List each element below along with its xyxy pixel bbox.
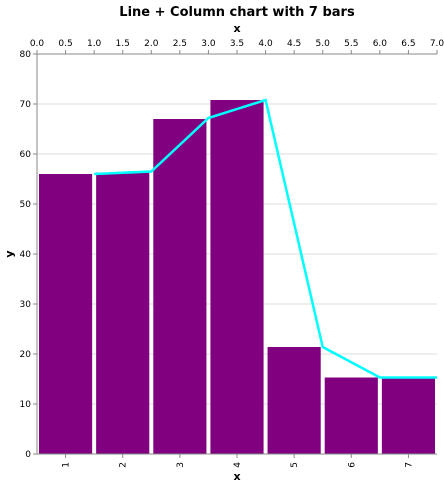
bars [39,100,435,454]
bottom-tick-label: 3 [176,462,186,468]
top-tick-label: 6.5 [401,39,415,49]
y-tick-label: 40 [20,250,32,260]
bar-5 [267,347,321,454]
top-tick-label: 3.0 [201,39,216,49]
bottom-tick-label: 2 [119,462,129,468]
bar-4 [210,100,264,454]
top-tick-label: 2.5 [173,39,187,49]
line-layer [94,98,437,379]
bottom-tick-label: 6 [347,462,357,468]
y-tick-label: 70 [20,100,32,110]
bar-1 [39,174,93,454]
line-x-axis-title: x [233,22,240,35]
top-tick-label: 2.0 [144,39,159,49]
bar-x-axis-title: x [233,470,240,483]
bottom-tick-label: 5 [290,462,300,468]
bar-6 [324,377,378,454]
y-tick-label: 60 [20,150,32,160]
top-tick-label: 4.5 [287,39,301,49]
y-axis-title: y [3,250,16,257]
bottom-tick-label: 7 [404,462,414,468]
top-tick-label: 4.0 [258,39,273,49]
top-tick-label: 0.0 [30,39,45,49]
top-tick-label: 7.0 [430,39,444,49]
y-tick-label: 80 [20,50,32,60]
bar-2 [96,172,150,454]
y-tick-label: 0 [25,450,31,460]
top-tick-label: 1.5 [116,39,130,49]
top-tick-label: 3.5 [230,39,244,49]
ticks: 0 10 20 30 40 50 60 70 80 1 2 3 4 5 6 7 0.0 0.5 1.0 1.5 2.0 2… [20,39,444,468]
bottom-tick-label: 1 [62,462,72,468]
chart-title: Line + Column chart with 7 bars [119,5,355,20]
top-tick-label: 6.0 [373,39,388,49]
y-tick-label: 30 [20,300,32,310]
top-tick-label: 5.5 [344,39,358,49]
line-series [94,98,437,379]
bottom-tick-label: 4 [233,462,243,468]
top-tick-label: 1.0 [87,39,102,49]
y-tick-label: 50 [20,200,32,210]
bar-3 [153,119,207,454]
top-tick-label: 5.0 [316,39,331,49]
y-tick-label: 20 [20,350,32,360]
y-tick-label: 10 [20,400,32,410]
bar-7 [381,377,435,454]
top-tick-label: 0.5 [58,39,72,49]
